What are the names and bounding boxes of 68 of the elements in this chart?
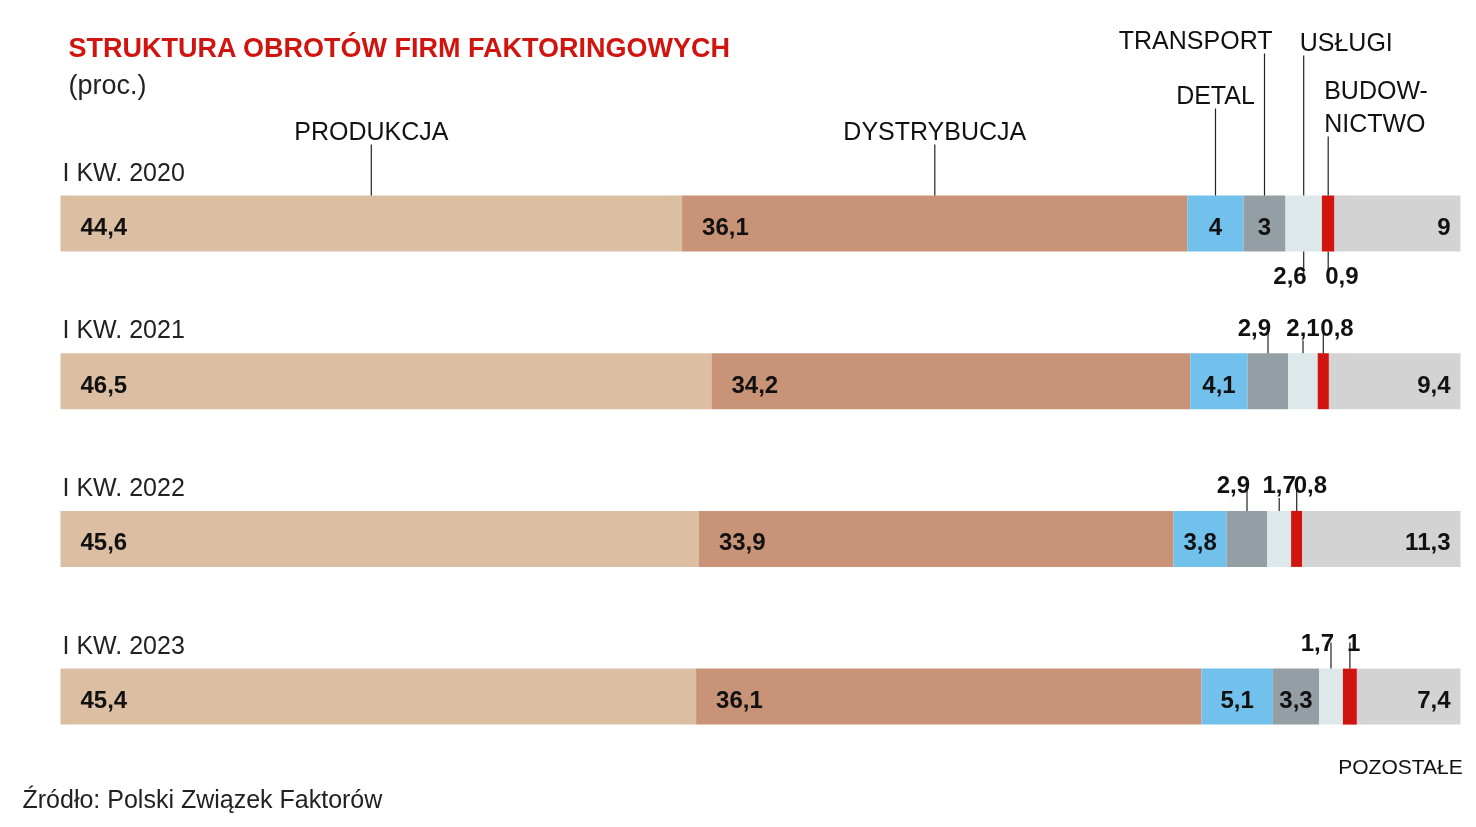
bar xyxy=(696,668,1202,725)
text: DETAL xyxy=(1176,80,1255,109)
data-label: 3,8 xyxy=(1183,528,1217,556)
bar xyxy=(60,195,683,252)
data-label: 45,4 xyxy=(80,686,128,714)
data-label: 0,8 xyxy=(1320,313,1354,341)
bar xyxy=(711,353,1191,410)
bar xyxy=(1334,195,1461,252)
chart-title: STRUKTURA OBROTÓW FIRM FAKTORINGOWYCH xyxy=(68,31,730,63)
data-label: 11,3 xyxy=(1405,528,1451,556)
bar xyxy=(698,510,1174,567)
data-label: 9,4 xyxy=(1417,370,1452,398)
data-label: 5,1 xyxy=(1220,686,1254,714)
data-label: 0,9 xyxy=(1325,262,1359,289)
data-label: 7,4 xyxy=(1417,686,1452,714)
data-label: 4,1 xyxy=(1202,370,1236,398)
bar xyxy=(1291,510,1303,567)
data-label: 2,1 xyxy=(1286,313,1320,341)
bar xyxy=(1319,668,1343,725)
series-label: POZOSTAŁE xyxy=(1338,755,1463,779)
bar xyxy=(1201,668,1273,725)
data-label: 34,2 xyxy=(731,370,779,398)
bar xyxy=(60,510,699,567)
data-label: 33,9 xyxy=(718,528,766,556)
data-label: 3,3 xyxy=(1279,686,1313,714)
y-tick-label: I KW. 2020 xyxy=(62,157,185,186)
data-label: 36,1 xyxy=(702,213,749,240)
data-label: 2,9 xyxy=(1216,471,1251,499)
y-tick-label: I KW. 2023 xyxy=(62,630,185,659)
bar xyxy=(1302,510,1461,567)
data-label: 4 xyxy=(1208,213,1223,240)
y-tick-label: I KW. 2021 xyxy=(62,315,185,344)
bar xyxy=(682,195,1188,252)
data-label: 46,5 xyxy=(80,370,128,398)
chart-subtitle: (proc.) xyxy=(68,69,147,100)
bar xyxy=(1321,195,1335,252)
data-label: 36,1 xyxy=(716,686,763,714)
data-label: 1 xyxy=(1346,629,1361,657)
bar xyxy=(60,668,697,725)
data-label: 44,4 xyxy=(80,213,128,240)
data-label: 1,7 xyxy=(1262,471,1296,499)
bar xyxy=(1226,510,1268,567)
data-label: 0,8 xyxy=(1293,471,1328,499)
bar xyxy=(1267,510,1292,567)
text: PRODUKCJA xyxy=(294,116,449,145)
bar xyxy=(1243,195,1286,252)
bar xyxy=(1288,353,1318,410)
bar xyxy=(1187,195,1244,252)
data-label: 45,6 xyxy=(80,528,128,556)
bar xyxy=(1356,668,1461,725)
text: DYSTRYBUCJA xyxy=(843,116,1027,145)
bar xyxy=(1247,353,1289,410)
bar xyxy=(1342,668,1357,725)
text: BUDOW- NICTWO xyxy=(1324,75,1428,138)
data-label: 2,9 xyxy=(1237,313,1272,341)
bar xyxy=(1328,353,1461,410)
text: Źródło: Polski Związek Faktorów xyxy=(22,784,384,813)
bar xyxy=(1190,353,1248,410)
bar xyxy=(60,353,712,410)
data-label: 9 xyxy=(1437,213,1451,240)
data-label: 3 xyxy=(1257,213,1272,240)
text: TRANSPORT xyxy=(1118,25,1273,54)
y-tick-label: I KW. 2022 xyxy=(62,472,185,501)
bar xyxy=(1317,353,1329,410)
bar xyxy=(1285,195,1322,252)
data-label: 2,6 xyxy=(1273,262,1307,289)
text: USŁUGI xyxy=(1299,27,1393,56)
data-label: 1,7 xyxy=(1300,629,1335,657)
